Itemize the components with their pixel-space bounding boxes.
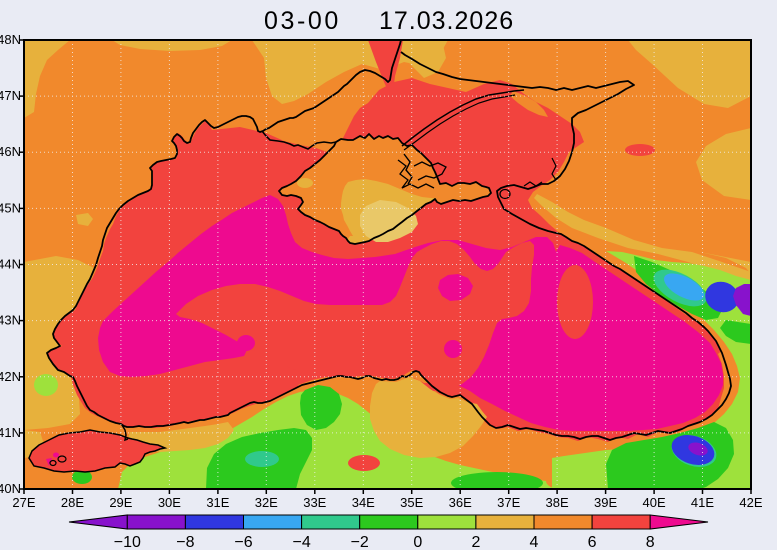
svg-text:29E: 29E xyxy=(109,495,132,510)
svg-text:45N: 45N xyxy=(0,200,21,215)
svg-text:47N: 47N xyxy=(0,88,21,103)
svg-text:41N: 41N xyxy=(0,425,21,440)
svg-text:−2: −2 xyxy=(351,534,369,550)
svg-text:30E: 30E xyxy=(158,495,181,510)
svg-text:−6: −6 xyxy=(234,534,252,550)
svg-text:42N: 42N xyxy=(0,369,21,384)
svg-text:37E: 37E xyxy=(497,495,520,510)
svg-text:27E: 27E xyxy=(12,495,35,510)
svg-text:8: 8 xyxy=(646,534,655,550)
svg-text:31E: 31E xyxy=(206,495,229,510)
svg-text:46N: 46N xyxy=(0,144,21,159)
svg-text:33E: 33E xyxy=(303,495,326,510)
svg-text:41E: 41E xyxy=(691,495,714,510)
svg-text:−4: −4 xyxy=(292,534,310,550)
svg-text:6: 6 xyxy=(588,534,597,550)
svg-text:−10: −10 xyxy=(114,534,141,550)
svg-text:42E: 42E xyxy=(739,495,762,510)
svg-text:32E: 32E xyxy=(255,495,278,510)
svg-text:40E: 40E xyxy=(643,495,666,510)
svg-text:39E: 39E xyxy=(594,495,617,510)
svg-text:35E: 35E xyxy=(400,495,423,510)
svg-text:43N: 43N xyxy=(0,313,21,328)
svg-text:−8: −8 xyxy=(176,534,194,550)
svg-text:38E: 38E xyxy=(546,495,569,510)
svg-text:0: 0 xyxy=(413,534,422,550)
svg-text:03-00: 03-00 xyxy=(264,7,341,35)
svg-text:36E: 36E xyxy=(449,495,472,510)
svg-text:2: 2 xyxy=(471,534,480,550)
svg-text:44N: 44N xyxy=(0,257,21,272)
svg-text:28E: 28E xyxy=(61,495,84,510)
svg-text:17.03.2026: 17.03.2026 xyxy=(379,7,514,35)
svg-text:4: 4 xyxy=(530,534,539,550)
svg-text:48N: 48N xyxy=(0,32,21,47)
svg-text:34E: 34E xyxy=(352,495,375,510)
svg-text:40N: 40N xyxy=(0,481,21,496)
